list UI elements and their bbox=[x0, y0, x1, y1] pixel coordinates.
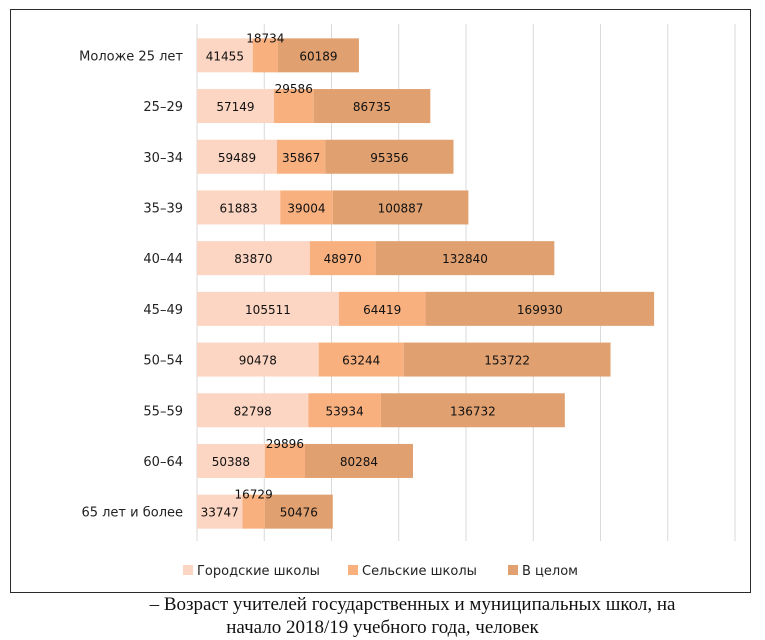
bar-segment bbox=[197, 494, 243, 529]
category-label: 30–34 bbox=[143, 151, 183, 166]
data-label: 86735 bbox=[353, 100, 391, 114]
data-label: 39004 bbox=[287, 201, 325, 215]
category-label: Моложе 25 лет bbox=[79, 49, 183, 64]
category-label: 65 лет и более bbox=[81, 506, 183, 521]
bar-segment bbox=[197, 241, 310, 276]
bar-segment bbox=[277, 139, 326, 174]
data-label: 169930 bbox=[517, 303, 563, 317]
data-label: 83870 bbox=[234, 252, 272, 266]
bar-segment bbox=[425, 291, 655, 326]
bar-segment bbox=[309, 241, 376, 276]
category-label: 45–49 bbox=[143, 303, 183, 318]
data-label: 90478 bbox=[239, 354, 277, 368]
category-label: 50–54 bbox=[143, 354, 183, 369]
data-label: 153722 bbox=[484, 354, 530, 368]
bar-segment bbox=[252, 38, 278, 73]
bar-segment bbox=[242, 494, 265, 529]
bar-segment bbox=[197, 190, 281, 225]
data-label: 61883 bbox=[220, 201, 258, 215]
bar-segment bbox=[197, 139, 278, 174]
bar-segment bbox=[313, 89, 431, 124]
legend-label: Сельские школы bbox=[362, 564, 477, 579]
bar-segment bbox=[264, 494, 333, 529]
data-label: 105511 bbox=[245, 303, 291, 317]
legend-swatch bbox=[183, 565, 193, 575]
bar-segment bbox=[197, 342, 319, 377]
data-label: 82798 bbox=[234, 404, 272, 418]
legend-swatch bbox=[508, 565, 518, 575]
legend-label: Городские школы bbox=[197, 564, 320, 579]
bar-segment bbox=[273, 89, 314, 124]
bar-segment bbox=[197, 89, 274, 124]
data-label: 29586 bbox=[275, 82, 313, 96]
data-label: 18734 bbox=[246, 31, 284, 45]
category-label: 60–64 bbox=[143, 455, 183, 470]
data-label: 59489 bbox=[218, 151, 256, 165]
bar-segment bbox=[375, 241, 555, 276]
figure-caption: – Возраст учителей государственных и мун… bbox=[0, 593, 765, 639]
data-label: 16729 bbox=[235, 488, 273, 502]
category-label: 40–44 bbox=[143, 252, 183, 267]
data-label: 132840 bbox=[442, 252, 488, 266]
legend-swatch bbox=[348, 565, 358, 575]
bar-segment bbox=[277, 38, 359, 73]
bar-segment bbox=[325, 139, 454, 174]
data-label: 57149 bbox=[216, 100, 254, 114]
data-label: 95356 bbox=[370, 151, 408, 165]
bar-segment bbox=[304, 443, 413, 478]
category-label: 55–59 bbox=[143, 404, 183, 419]
caption-line-1: – Возраст учителей государственных и мун… bbox=[149, 594, 676, 615]
data-label: 64419 bbox=[363, 303, 401, 317]
legend-label: В целом bbox=[522, 564, 578, 579]
bar-segment bbox=[332, 190, 469, 225]
bar-segment bbox=[197, 443, 265, 478]
data-label: 41455 bbox=[206, 49, 244, 63]
data-label: 53934 bbox=[326, 404, 364, 418]
bar-segment bbox=[308, 393, 381, 428]
bar-segment bbox=[318, 342, 404, 377]
data-label: 50388 bbox=[212, 455, 250, 469]
data-label: 29896 bbox=[266, 437, 304, 451]
data-label: 33747 bbox=[201, 506, 239, 520]
bar-segment bbox=[264, 443, 305, 478]
category-label: 25–29 bbox=[143, 100, 183, 115]
data-label: 63244 bbox=[342, 354, 380, 368]
category-label: 35–39 bbox=[143, 201, 183, 216]
data-label: 136732 bbox=[450, 404, 496, 418]
data-label: 60189 bbox=[299, 49, 337, 63]
data-label: 80284 bbox=[340, 455, 378, 469]
chart-frame: Моложе 25 лет 41455 18734 60189 25–29 57149 29… bbox=[10, 9, 751, 593]
bar-segment bbox=[338, 291, 426, 326]
data-label: 35867 bbox=[282, 151, 320, 165]
data-label: 50476 bbox=[280, 506, 318, 520]
bar-segment bbox=[403, 342, 611, 377]
bar-segment bbox=[197, 38, 253, 73]
bar-segment bbox=[380, 393, 565, 428]
data-label: 48970 bbox=[324, 252, 362, 266]
bar-segment bbox=[197, 291, 339, 326]
caption-line-2: начало 2018/19 учебного года, человек bbox=[226, 617, 539, 638]
bar-segment bbox=[197, 393, 309, 428]
bar-segment bbox=[280, 190, 333, 225]
data-label: 100887 bbox=[378, 201, 424, 215]
